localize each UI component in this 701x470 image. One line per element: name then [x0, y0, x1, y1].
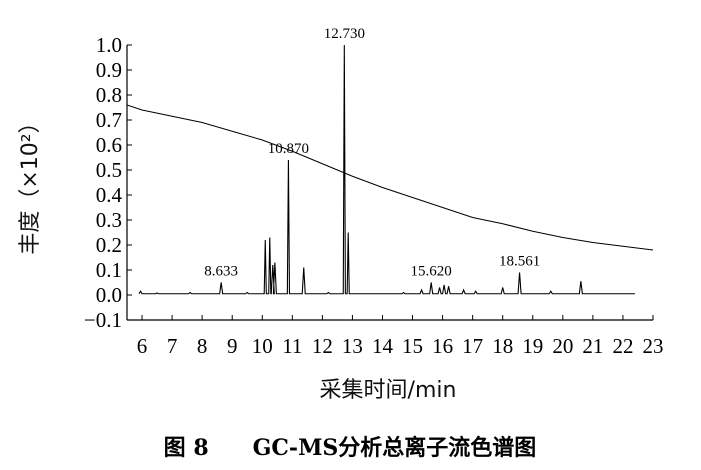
x-axis-title: 采集时间/min — [320, 378, 457, 403]
y-tick-label: 1.0 — [96, 33, 122, 57]
y-axis-title: 丰度（×10²） — [18, 111, 43, 254]
peak-label: 10.870 — [268, 141, 309, 157]
x-tick-label: 8 — [197, 334, 208, 358]
x-tick-label: 17 — [462, 334, 483, 358]
x-tick-label: 6 — [137, 334, 148, 358]
y-tick-label: 0.1 — [96, 258, 122, 282]
x-tick-label: 23 — [643, 334, 664, 358]
y-tick-label: 0.0 — [96, 283, 122, 307]
y-tick-label: 0.8 — [96, 83, 122, 107]
x-tick-label: 12 — [312, 334, 333, 358]
x-tick-label: 20 — [552, 334, 573, 358]
x-tick-label: 19 — [522, 334, 543, 358]
y-tick-label: 0.5 — [96, 158, 122, 182]
x-tick-label: 18 — [492, 334, 513, 358]
y-axis-ticks: −0.10.00.10.20.30.40.50.60.70.80.91.0 — [84, 33, 132, 332]
x-tick-label: 16 — [432, 334, 453, 358]
peak-label: 8.633 — [204, 264, 238, 280]
series-layer — [126, 44, 654, 295]
y-tick-label: 0.2 — [96, 233, 122, 257]
x-tick-label: 22 — [612, 334, 633, 358]
x-tick-label: 9 — [227, 334, 238, 358]
figure-caption: 图 8 GC-MS分析总离子流色谱图 — [164, 435, 537, 461]
baseline-drift-line — [126, 104, 654, 251]
x-tick-label: 15 — [402, 334, 423, 358]
x-tick-label: 11 — [282, 334, 302, 358]
y-tick-label: 0.6 — [96, 133, 122, 157]
peak-labels: 8.633 10.870 12.730 15.620 18.561 — [204, 26, 540, 280]
x-tick-label: 21 — [582, 334, 603, 358]
x-axis-ticks: 6 7 8 9 10 11 12 13 14 15 16 17 18 19 20 21 22 23 — [137, 315, 664, 358]
x-tick-label: 7 — [167, 334, 178, 358]
y-tick-label: 0.7 — [96, 108, 122, 132]
peak-label: 15.620 — [411, 264, 452, 280]
y-tick-label: 0.9 — [96, 58, 122, 82]
tic-signal-line — [138, 44, 635, 295]
peak-label: 18.561 — [499, 254, 540, 270]
axes — [126, 45, 653, 321]
x-tick-label: 13 — [342, 334, 363, 358]
x-tick-label: 14 — [372, 334, 394, 358]
peak-label: 12.730 — [324, 26, 365, 42]
x-tick-label: 10 — [252, 334, 273, 358]
y-tick-label: 0.3 — [96, 208, 122, 232]
y-tick-label: 0.4 — [96, 183, 123, 207]
y-tick-label: −0.1 — [84, 308, 122, 332]
